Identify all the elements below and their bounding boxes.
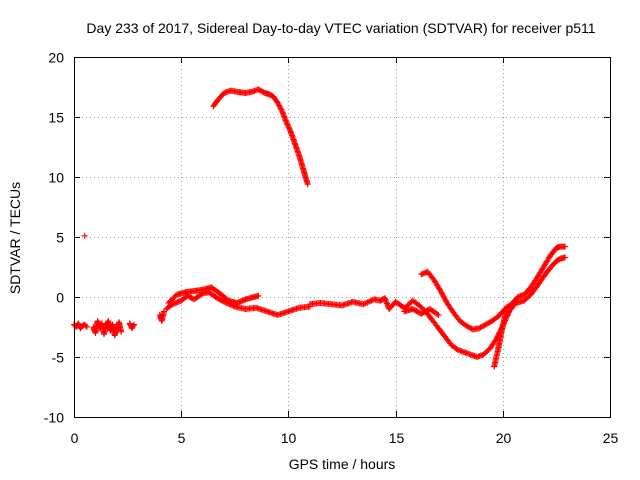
data-point [453, 345, 460, 352]
y-tick-labels: -10 -5 0 5 10 15 20 [44, 50, 64, 426]
data-point [276, 102, 283, 109]
data-point [82, 322, 89, 329]
data-point [255, 86, 262, 93]
data-point [435, 312, 442, 318]
data-point [486, 319, 493, 326]
y-tick-label: -10 [44, 410, 64, 426]
data-series [210, 86, 311, 188]
y-axis-label: SDTVAR / TECUs [7, 182, 23, 294]
y-tick-label: -5 [52, 350, 65, 366]
data-point [442, 297, 449, 304]
data-point [437, 288, 444, 294]
data-point [483, 320, 490, 327]
data-point [361, 300, 368, 307]
data-point [467, 324, 474, 331]
y-tick-label: 15 [48, 110, 64, 126]
data-point [441, 294, 448, 301]
data-point [188, 294, 195, 301]
x-tick-label: 15 [389, 430, 405, 446]
data-point [360, 301, 367, 308]
data-point [465, 324, 472, 331]
data-point [131, 321, 138, 328]
data-point [278, 106, 285, 113]
data-point [363, 300, 370, 306]
axis-ticks [74, 57, 611, 418]
data-series [90, 318, 125, 339]
data-point [438, 289, 445, 296]
data-point [440, 293, 447, 300]
x-axis-label: GPS time / hours [289, 456, 396, 472]
data-point [504, 303, 511, 310]
data-point [439, 290, 446, 297]
x-tick-label: 5 [178, 430, 186, 446]
data-series [403, 254, 568, 360]
data-point [256, 87, 263, 94]
x-tick-label: 25 [603, 430, 619, 446]
data-point [434, 311, 441, 318]
data-series [81, 232, 88, 239]
data-point [118, 328, 125, 335]
data-point [285, 124, 292, 131]
x-tick-label: 20 [496, 430, 512, 446]
data-point [274, 99, 281, 106]
data-point [130, 322, 137, 329]
data-point [480, 323, 487, 330]
data-point [81, 232, 88, 239]
y-tick-label: 10 [48, 170, 64, 186]
data-point [275, 101, 282, 107]
data-series [71, 320, 90, 332]
data-point [259, 88, 266, 95]
data-point [482, 321, 489, 328]
data-point [286, 127, 293, 134]
data-point [439, 292, 446, 298]
data-point [255, 292, 262, 299]
data-point [286, 125, 293, 132]
data-point [481, 322, 488, 329]
grid [74, 57, 610, 417]
data-points [71, 86, 568, 370]
data-point [221, 298, 228, 305]
data-point [463, 322, 470, 329]
x-tick-label: 10 [281, 430, 297, 446]
data-point [478, 323, 485, 330]
data-point [464, 323, 471, 330]
data-series [306, 295, 408, 312]
data-point [304, 181, 311, 188]
data-point [219, 298, 226, 305]
data-series [126, 320, 138, 332]
data-point [561, 243, 568, 250]
x-tick-labels: 0 5 10 15 20 25 [71, 430, 619, 446]
y-tick-label: 5 [56, 230, 64, 246]
y-tick-label: 20 [48, 50, 64, 66]
data-point [441, 296, 448, 302]
data-point [485, 320, 492, 327]
data-point [187, 294, 194, 301]
data-series [163, 289, 313, 318]
data-point [476, 325, 483, 332]
data-point [283, 120, 290, 127]
x-tick-label: 0 [71, 430, 79, 446]
data-point [477, 324, 484, 331]
data-point [257, 87, 264, 94]
data-series [491, 303, 511, 370]
data-point [364, 299, 371, 306]
data-point [277, 105, 284, 112]
chart-title: Day 233 of 2017, Sidereal Day-to-day VTE… [86, 20, 595, 36]
data-series [165, 284, 262, 306]
y-tick-label: 0 [56, 290, 64, 306]
data-point [276, 103, 283, 110]
data-series [156, 308, 168, 324]
data-point [285, 122, 292, 129]
data-point [365, 298, 372, 305]
data-point [561, 254, 568, 261]
data-series [418, 243, 568, 333]
data-point [284, 121, 291, 128]
data-point [368, 297, 375, 304]
data-point [367, 298, 374, 305]
data-point [283, 118, 290, 125]
data-point [83, 324, 90, 330]
